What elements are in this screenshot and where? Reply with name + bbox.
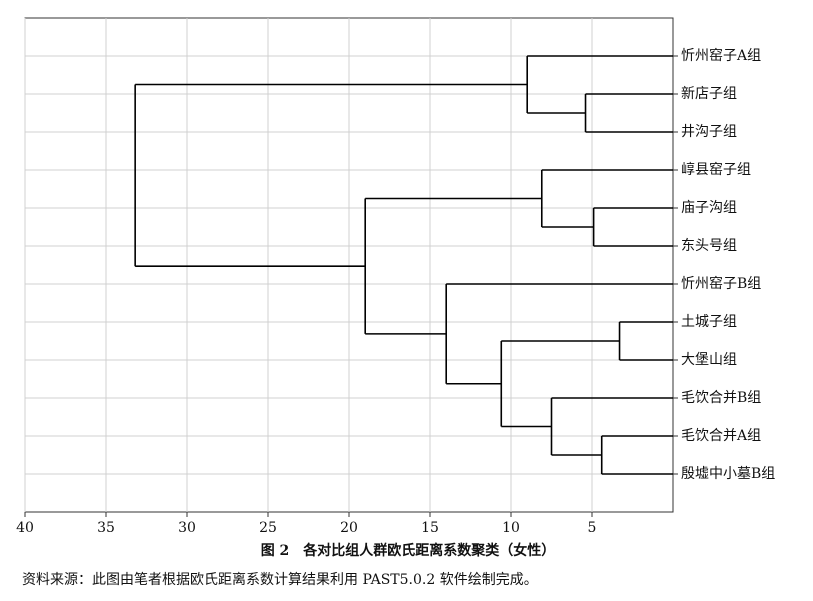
leaf-label: 毛饮合并B组 xyxy=(681,390,761,406)
x-tick-label: 15 xyxy=(421,520,439,536)
leaf-label: 新店子组 xyxy=(681,86,737,102)
leaf-label: 井沟子组 xyxy=(681,124,737,140)
source-note: 资料来源：此图由笔者根据欧氏距离系数计算结果利用 PAST5.0.2 软件绘制完… xyxy=(22,571,538,588)
x-tick-label: 35 xyxy=(97,520,115,536)
x-tick-label: 40 xyxy=(16,520,34,536)
leaf-label: 殷墟中小墓B组 xyxy=(681,466,775,482)
leaf-label: 土城子组 xyxy=(681,314,737,330)
x-tick-label: 20 xyxy=(340,520,358,536)
leaf-label: 大堡山组 xyxy=(681,352,737,368)
x-tick-label: 30 xyxy=(178,520,196,536)
leaf-label: 庙子沟组 xyxy=(681,200,737,216)
leaf-label: 崞县窑子组 xyxy=(681,161,751,178)
x-tick-label: 10 xyxy=(502,520,520,536)
chart-title: 图 2 各对比组人群欧氏距离系数聚类（女性） xyxy=(261,542,556,559)
leaf-label: 东头号组 xyxy=(681,238,737,254)
x-tick-label: 5 xyxy=(588,520,597,536)
leaf-label: 忻州窑子B组 xyxy=(681,275,761,292)
x-tick-label: 25 xyxy=(259,520,277,536)
leaf-label: 毛饮合并A组 xyxy=(681,428,761,444)
leaf-label: 忻州窑子A组 xyxy=(681,47,761,64)
